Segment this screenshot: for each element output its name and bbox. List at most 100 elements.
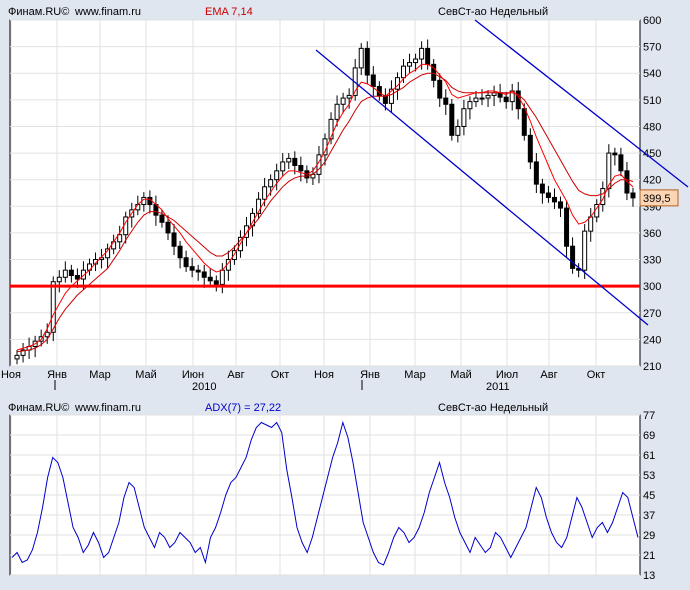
bottom-site-label: www.finam.ru bbox=[74, 402, 141, 414]
adx-line bbox=[11, 420, 639, 566]
month-tick-label: Ноя bbox=[1, 369, 21, 381]
month-tick-label: Мар bbox=[404, 369, 426, 381]
candle bbox=[189, 257, 195, 278]
candle bbox=[551, 188, 557, 209]
candle bbox=[630, 187, 636, 207]
candle bbox=[346, 88, 352, 109]
candle bbox=[388, 80, 394, 113]
top-instrument-label: СевСт-ао Недельный bbox=[438, 6, 548, 18]
candle bbox=[612, 147, 618, 166]
candle bbox=[558, 196, 564, 217]
adx-y-axis: 13 21 29 37 45 53 61 69 77 bbox=[643, 410, 655, 582]
candle bbox=[256, 192, 262, 219]
month-tick-label: Авг bbox=[227, 369, 244, 381]
price-tick-label: 210 bbox=[643, 361, 661, 373]
candle bbox=[68, 264, 74, 283]
year-label-2010: 2010 bbox=[192, 381, 216, 393]
adx-tick-label: 77 bbox=[643, 410, 655, 422]
candle bbox=[213, 275, 219, 292]
price-x-axis: Ноя Янв Мар Май Июн Авг Окт Ноя Янв Мар Май Июл Авг О… bbox=[1, 369, 605, 381]
adx-tick-label: 53 bbox=[643, 470, 655, 482]
candle bbox=[243, 216, 249, 247]
price-tick-label: 480 bbox=[643, 121, 661, 133]
month-tick-label: Май bbox=[450, 369, 472, 381]
candle bbox=[437, 73, 443, 107]
candle bbox=[117, 225, 123, 249]
last-price-value: 399,5 bbox=[643, 193, 671, 205]
month-tick-label: Окт bbox=[271, 369, 290, 381]
candle bbox=[334, 95, 340, 127]
candle bbox=[407, 53, 413, 74]
candle bbox=[171, 224, 177, 256]
adx-tick-label: 13 bbox=[643, 570, 655, 582]
last-price-badge: 399,5 bbox=[639, 189, 679, 207]
candle bbox=[545, 185, 551, 203]
candle bbox=[274, 163, 280, 191]
candle bbox=[328, 112, 334, 145]
candle bbox=[93, 252, 99, 272]
month-tick-label: Июн bbox=[182, 369, 204, 381]
adx-tick-label: 37 bbox=[643, 510, 655, 522]
candle bbox=[455, 119, 461, 143]
adx-tick-label: 61 bbox=[643, 450, 655, 462]
candle bbox=[286, 153, 292, 170]
adx-tick-label: 29 bbox=[643, 530, 655, 542]
candle bbox=[582, 224, 588, 280]
candle bbox=[570, 237, 576, 274]
price-tick-label: 510 bbox=[643, 95, 661, 107]
candle bbox=[564, 200, 570, 257]
price-tick-label: 570 bbox=[643, 42, 661, 54]
adx-tick-label: 45 bbox=[643, 490, 655, 502]
month-tick-label: Ноя bbox=[314, 369, 334, 381]
candle bbox=[533, 153, 539, 193]
price-tick-label: 450 bbox=[643, 148, 661, 160]
price-tick-label: 600 bbox=[643, 15, 661, 27]
candle bbox=[159, 209, 165, 228]
bottom-indicator-label: ADX(7) = 27,22 bbox=[205, 402, 281, 414]
bottom-instrument-label: СевСт-ао Недельный bbox=[438, 402, 548, 414]
candle bbox=[201, 264, 207, 288]
year-label-2011: 2011 bbox=[486, 381, 510, 393]
top-source-label: Финам.RU© bbox=[8, 6, 69, 18]
candle bbox=[280, 153, 286, 177]
top-site-label: www.finam.ru bbox=[74, 6, 141, 18]
price-tick-label: 330 bbox=[643, 255, 661, 267]
candle bbox=[20, 342, 26, 363]
top-indicator-label: EMA 7,14 bbox=[205, 6, 253, 18]
candle bbox=[539, 178, 545, 204]
month-tick-label: Май bbox=[135, 369, 157, 381]
price-tick-label: 270 bbox=[643, 308, 661, 320]
month-tick-label: Янв bbox=[47, 369, 67, 381]
month-tick-label: Окт bbox=[587, 369, 606, 381]
candle bbox=[443, 89, 449, 115]
candle bbox=[473, 90, 479, 107]
candle bbox=[521, 103, 527, 141]
price-plot-area bbox=[9, 19, 641, 367]
candle bbox=[183, 250, 189, 272]
candle bbox=[207, 268, 213, 287]
month-tick-label: Июл bbox=[496, 369, 518, 381]
ema-fast-line bbox=[16, 63, 634, 351]
candle bbox=[479, 89, 485, 106]
candle bbox=[449, 98, 455, 141]
candle bbox=[364, 41, 370, 84]
candle bbox=[44, 323, 50, 344]
ema-slow-line bbox=[16, 72, 634, 353]
channel-lower-line bbox=[315, 49, 649, 326]
candle bbox=[370, 66, 376, 98]
price-tick-label: 420 bbox=[643, 175, 661, 187]
candle bbox=[14, 350, 20, 365]
adx-tick-label: 69 bbox=[643, 430, 655, 442]
candle bbox=[195, 264, 201, 281]
adx-tick-label: 21 bbox=[643, 550, 655, 562]
price-tick-label: 300 bbox=[643, 281, 661, 293]
candle bbox=[340, 92, 346, 114]
candle bbox=[177, 240, 183, 269]
candle bbox=[600, 181, 606, 212]
price-tick-label: 540 bbox=[643, 68, 661, 80]
price-tick-label: 360 bbox=[643, 228, 661, 240]
channel-upper-line bbox=[474, 19, 689, 188]
month-tick-label: Янв bbox=[360, 369, 380, 381]
